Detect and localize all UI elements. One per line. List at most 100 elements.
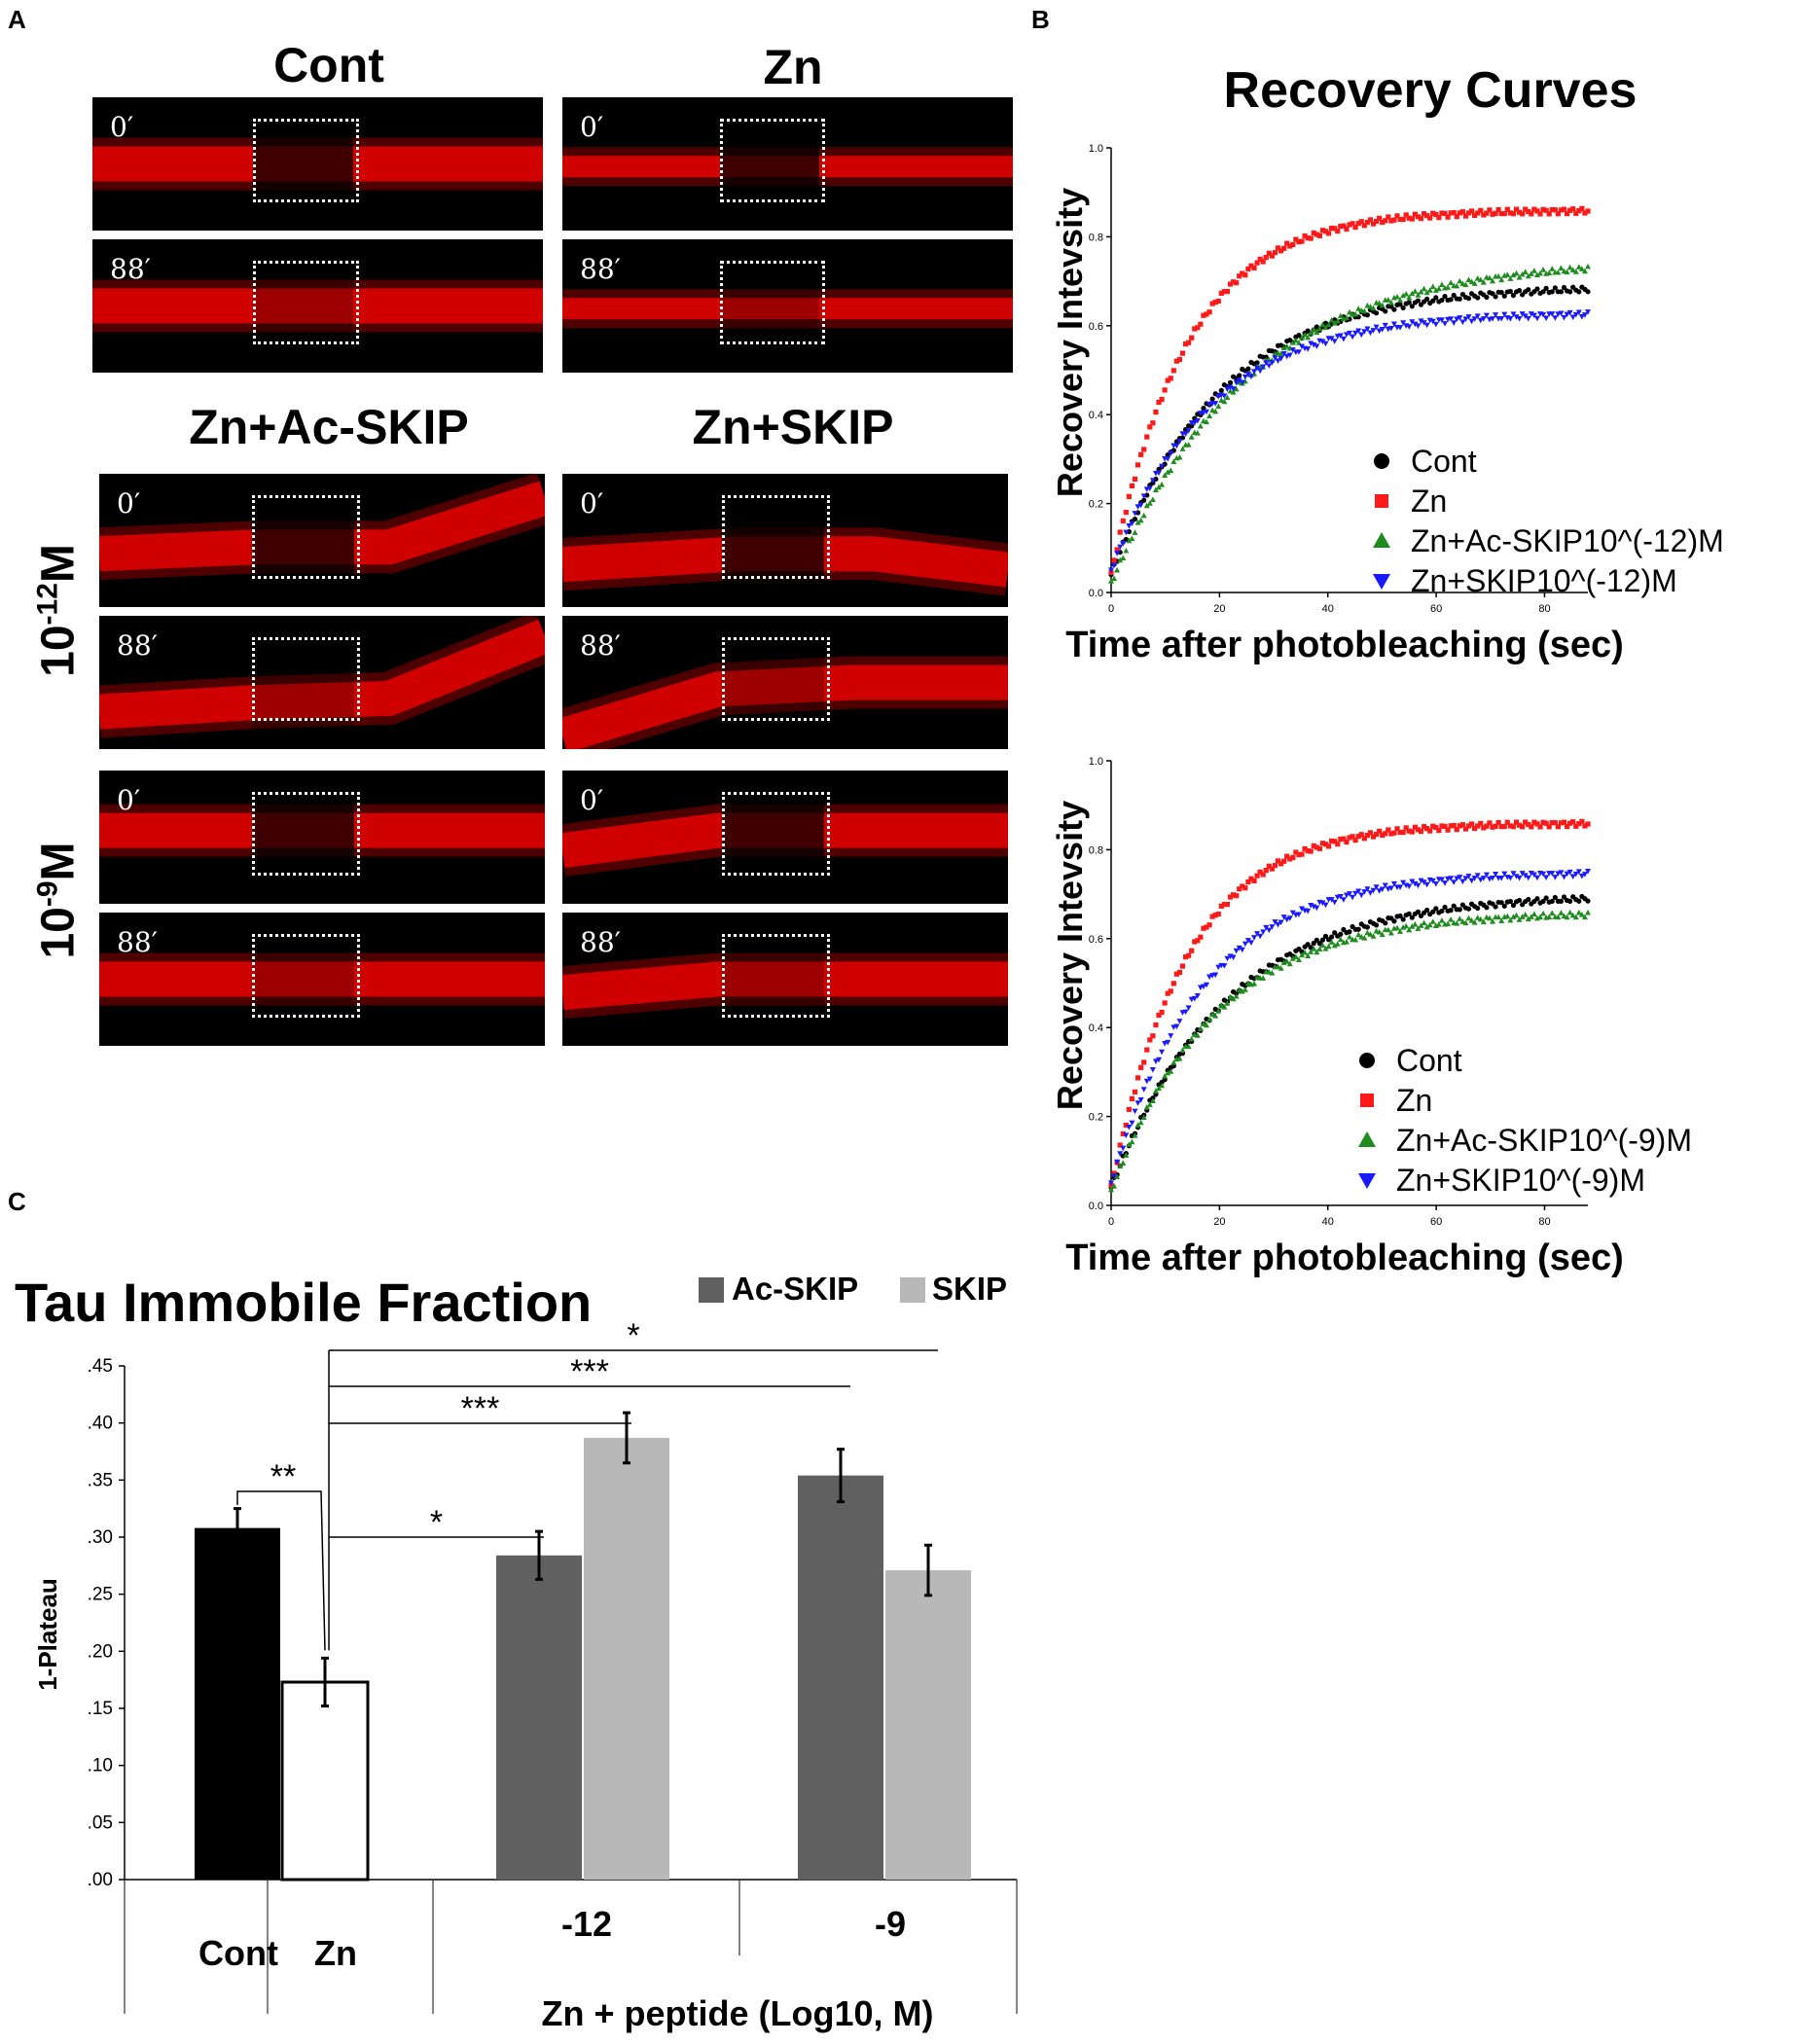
data-point bbox=[1350, 894, 1356, 901]
data-point bbox=[1448, 908, 1454, 914]
data-point bbox=[1311, 326, 1317, 333]
data-point bbox=[1140, 1087, 1147, 1093]
timepoint-label: 0′ bbox=[117, 487, 141, 520]
bar-plot: .00.05.10.15.20.25.30.35.40.45********** bbox=[88, 1317, 1018, 2014]
data-point bbox=[1305, 334, 1312, 341]
bleach-roi-box bbox=[722, 934, 830, 1018]
legend-marker-square bbox=[1375, 494, 1388, 508]
group-label-minus9: -9 bbox=[875, 1904, 906, 1944]
data-point bbox=[1418, 288, 1424, 295]
data-point bbox=[1126, 1141, 1133, 1148]
data-point bbox=[1522, 269, 1529, 274]
data-point bbox=[1257, 869, 1263, 875]
data-point bbox=[1355, 305, 1362, 311]
data-point bbox=[1284, 853, 1290, 859]
data-point bbox=[1421, 824, 1427, 830]
concentration-label-1e-12: 10-12M bbox=[31, 544, 85, 677]
data-point bbox=[1233, 379, 1240, 386]
data-point bbox=[1332, 930, 1338, 936]
data-point bbox=[1477, 915, 1484, 922]
data-point bbox=[1373, 922, 1380, 928]
timepoint-label: 88′ bbox=[117, 629, 158, 662]
data-point bbox=[1438, 917, 1445, 923]
data-point bbox=[1221, 963, 1228, 969]
data-point bbox=[1218, 290, 1224, 297]
data-point bbox=[1530, 872, 1537, 879]
data-point bbox=[1529, 211, 1534, 217]
data-point bbox=[1251, 265, 1257, 271]
data-point bbox=[1442, 210, 1448, 217]
data-point bbox=[1495, 272, 1502, 279]
data-point bbox=[1260, 259, 1266, 265]
data-point bbox=[1233, 948, 1240, 954]
data-point bbox=[1204, 924, 1209, 930]
data-point bbox=[1516, 897, 1523, 904]
data-point bbox=[1427, 215, 1433, 221]
data-point bbox=[1570, 819, 1576, 825]
data-point bbox=[1370, 933, 1377, 939]
data-point bbox=[1182, 341, 1189, 347]
micrograph-conc-1e-12-zn-t1: 88′ bbox=[562, 616, 1008, 749]
error-bar bbox=[837, 1448, 845, 1504]
data-point bbox=[1176, 969, 1183, 976]
data-point bbox=[1114, 566, 1121, 573]
data-point bbox=[1510, 271, 1517, 278]
data-point bbox=[1454, 282, 1460, 289]
data-point bbox=[1569, 267, 1576, 273]
data-point bbox=[1388, 831, 1394, 837]
timepoint-label: 88′ bbox=[117, 926, 158, 958]
data-point bbox=[1361, 836, 1367, 842]
data-point bbox=[1507, 275, 1514, 281]
data-point bbox=[1540, 898, 1546, 905]
data-point bbox=[1314, 343, 1320, 349]
concentration-label-1e-9: 10-9M bbox=[31, 842, 85, 959]
data-point bbox=[1501, 823, 1507, 830]
data-point bbox=[1543, 820, 1549, 826]
data-point bbox=[1138, 451, 1144, 457]
data-point bbox=[1335, 229, 1341, 234]
data-point bbox=[1289, 910, 1296, 916]
data-point bbox=[1185, 1005, 1192, 1012]
data-point bbox=[1540, 267, 1547, 272]
data-point bbox=[1218, 397, 1225, 403]
data-point bbox=[1367, 217, 1374, 223]
data-point bbox=[1361, 223, 1367, 229]
data-point bbox=[1573, 823, 1579, 829]
data-point bbox=[1201, 312, 1206, 318]
data-point bbox=[1206, 974, 1213, 981]
data-point bbox=[1480, 278, 1487, 285]
data-point bbox=[1191, 995, 1198, 1002]
data-point bbox=[1423, 881, 1430, 888]
data-point bbox=[1546, 824, 1552, 830]
data-point bbox=[1344, 226, 1350, 233]
x-axis-label: Time after photobleaching (sec) bbox=[1065, 1237, 1624, 1278]
data-point bbox=[1263, 924, 1270, 931]
data-point bbox=[1254, 931, 1261, 937]
data-point bbox=[1224, 289, 1231, 295]
data-point bbox=[1111, 1183, 1118, 1189]
data-point bbox=[1477, 276, 1484, 283]
recovery-plot-1e-12: 0.0 0.2 0.4 0.6 0.8 1.0 0 20 40 60 80 Time after ph… bbox=[1050, 143, 1724, 665]
data-point bbox=[1585, 898, 1591, 904]
data-point bbox=[1423, 289, 1430, 296]
data-point bbox=[1168, 450, 1174, 456]
timepoint-label: 88′ bbox=[580, 629, 621, 662]
data-point bbox=[1406, 215, 1412, 221]
data-point bbox=[1240, 270, 1245, 276]
y-tick-label: 0.6 bbox=[1089, 321, 1103, 333]
data-point bbox=[1377, 828, 1383, 834]
data-point bbox=[1237, 886, 1242, 892]
data-point bbox=[1552, 285, 1558, 291]
data-point bbox=[1409, 879, 1416, 885]
data-point bbox=[1239, 987, 1245, 994]
data-point bbox=[1445, 827, 1451, 833]
data-point bbox=[1305, 908, 1312, 914]
data-point bbox=[1308, 945, 1314, 950]
data-point bbox=[1355, 888, 1362, 895]
data-point bbox=[1117, 556, 1124, 563]
data-point bbox=[1358, 332, 1365, 339]
data-point bbox=[1373, 219, 1380, 225]
data-point bbox=[1448, 297, 1454, 303]
data-point bbox=[1322, 842, 1329, 847]
data-point bbox=[1493, 210, 1498, 216]
